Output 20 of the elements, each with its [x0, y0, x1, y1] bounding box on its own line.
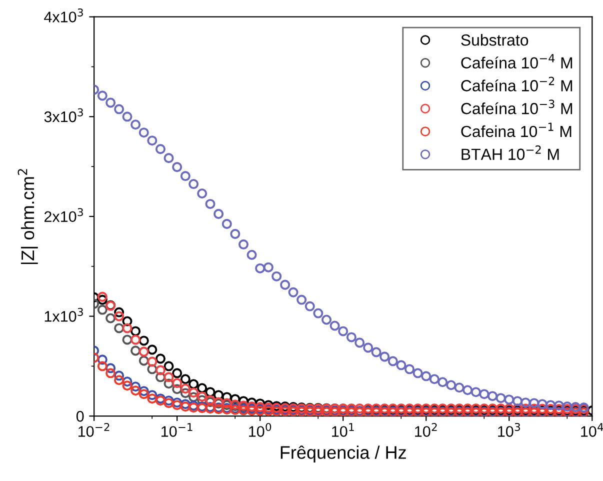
legend-label: Substrato	[461, 34, 528, 46]
x-tick-label: 10$^{−2}$	[78, 422, 110, 437]
y-tick-label: 1x10$^{3}$	[44, 308, 83, 322]
legend-label: Cafeína 10$^{−2}$ M	[461, 76, 572, 92]
legend-label: Cafeína 10$^{−3}$ M	[461, 100, 572, 114]
x-axis-title: Frêquencia / Hz	[280, 446, 406, 462]
y-tick-label: 2x10$^{3}$	[44, 208, 83, 222]
x-tick-label: 10$^{0}$	[249, 422, 272, 437]
legend-label: Cafeina 10$^{−1}$ M	[461, 122, 572, 138]
x-tick-label: 10$^{4}$	[581, 423, 603, 437]
y-tick-label: 3x10$^{3}$	[44, 108, 83, 122]
x-tick-label: 10$^{3}$	[498, 422, 520, 437]
legend-label: Cafeína 10$^{−4}$ M	[461, 54, 572, 68]
x-tick-label: 10$^{−1}$	[162, 423, 192, 437]
x-tick-label: 10$^{2}$	[415, 422, 437, 437]
y-tick-label: 0	[76, 410, 84, 422]
x-tick-label: 10$^{1}$	[332, 423, 354, 437]
legend-label: BTAH 10$^{−2}$ M	[462, 145, 559, 160]
y-axis-title: |Z| ohm.cm$^{2}$	[18, 169, 38, 264]
y-tick-label: 4x10$^{3}$	[44, 8, 83, 22]
